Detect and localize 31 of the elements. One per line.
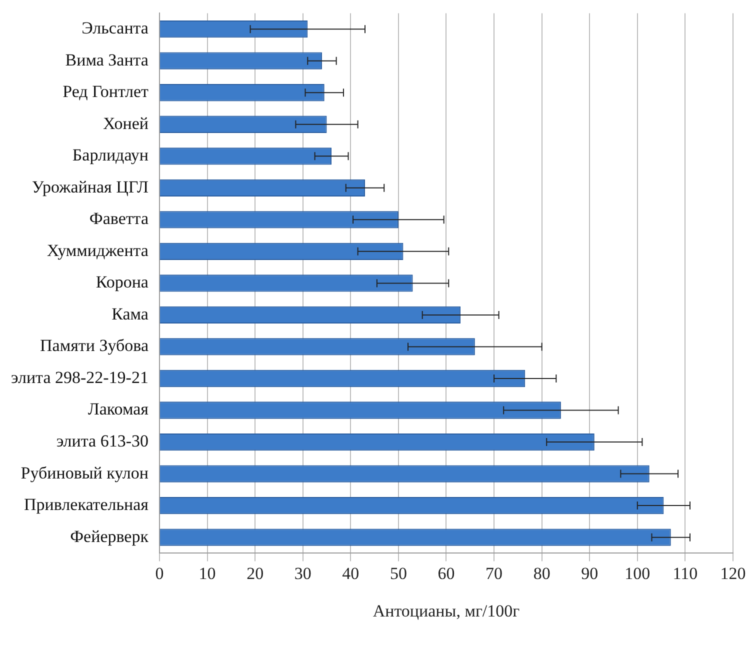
x-tick-label: 100 <box>624 564 650 583</box>
x-tick-label: 110 <box>672 564 698 583</box>
y-tick-label: Ред Гонтлет <box>62 82 150 102</box>
x-tick-label: 50 <box>390 564 407 583</box>
x-tick-label: 30 <box>294 564 312 583</box>
y-tick-label: Фейерверк <box>70 526 150 546</box>
x-tick-label: 0 <box>155 564 164 583</box>
x-tick-label: 80 <box>533 564 550 583</box>
x-tick-label: 90 <box>581 564 598 583</box>
y-tick-label: Урожайная ЦГЛ <box>32 177 149 196</box>
x-tick-label: 40 <box>342 564 360 583</box>
y-tick-label: Эльсанта <box>82 18 149 38</box>
x-axis-title: Антоцианы, мг/100г <box>372 601 520 620</box>
y-tick-label: Памяти Зубова <box>40 336 149 356</box>
x-tick-label: 60 <box>438 564 455 583</box>
y-tick-label: Лакомая <box>88 400 149 419</box>
y-tick-label: элита 613-30 <box>56 431 148 450</box>
y-tick-label: Хоней <box>103 114 148 133</box>
y-tick-label: Корона <box>96 272 149 292</box>
y-tick-label: Барлидаун <box>72 146 148 165</box>
y-tick-label: элита 298-22-19-21 <box>10 368 148 387</box>
x-tick-label: 70 <box>486 564 503 583</box>
y-tick-label: Фаветта <box>89 209 149 228</box>
x-tick-label: 20 <box>246 564 264 583</box>
y-tick-label: Кама <box>112 304 149 324</box>
y-tick-label: Привлекательная <box>24 495 149 514</box>
x-tick-label: 10 <box>198 564 216 583</box>
x-tick-label: 120 <box>720 564 746 583</box>
y-tick-label: Рубиновый кулон <box>20 463 148 482</box>
y-tick-label: Вима Занта <box>65 50 149 70</box>
y-tick-label: Хуммиджента <box>46 240 149 260</box>
